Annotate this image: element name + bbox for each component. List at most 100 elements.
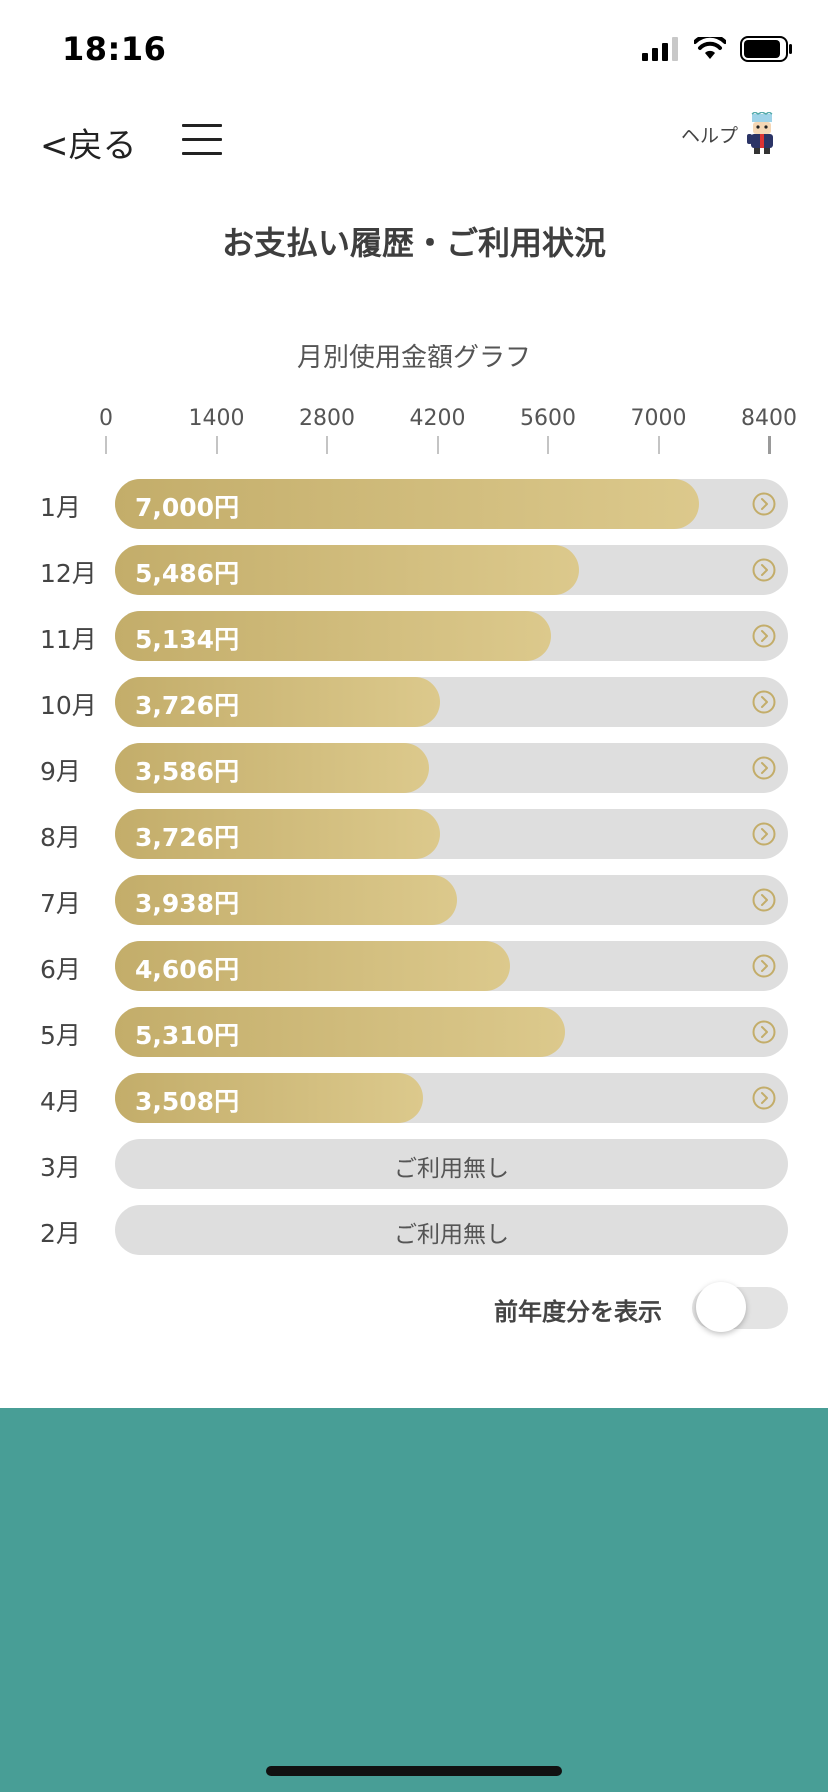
usage-bar [115,875,457,925]
chevron-right-icon [752,624,776,648]
usage-bar [115,479,699,529]
usage-bar [115,611,552,661]
usage-bar [115,1007,566,1057]
chart-title: 月別使用金額グラフ [296,343,531,373]
usage-bar-track[interactable]: 7,000円 [115,479,788,529]
status-bar: 18:16 [0,0,828,100]
bar-value-label: 5,486円 [135,559,240,588]
status-icons [642,36,794,62]
bar-value-label: 3,508円 [135,1087,240,1116]
axis-tick [436,436,439,454]
usage-bar-track[interactable]: 3,938円 [115,875,788,925]
month-label: 8月 [40,823,81,852]
month-label: 3月 [40,1153,81,1182]
usage-bar-track: ご利用無し [115,1205,788,1255]
month-row: 12月 5,486円 [0,545,828,595]
home-indicator [266,1766,562,1776]
axis-tick [105,436,107,454]
usage-bar [115,941,510,991]
axis-tick [768,436,771,454]
usage-bar-track[interactable]: 3,726円 [115,677,788,727]
previous-year-toggle[interactable] [692,1282,788,1332]
axis-tick [215,436,218,454]
axis-tick-label: 2800 [299,406,355,431]
bar-value-label: 7,000円 [135,493,240,522]
axis-tick-label: 8400 [741,406,797,431]
help-label: ヘルプ [680,124,738,147]
bar-value-label: 3,726円 [135,823,240,852]
help-link[interactable]: ヘルプ [681,112,780,156]
usage-bar-track[interactable]: 3,586円 [115,743,788,793]
month-row: 7月 3,938円 [0,875,828,925]
axis-tick-label: 1400 [188,406,245,431]
chevron-right-icon [752,756,776,780]
status-time: 18:16 [62,30,167,68]
month-row: 11月 5,134円 [0,611,828,661]
wifi-icon [694,37,726,59]
month-label: 4月 [40,1087,81,1116]
axis-tick [657,436,660,454]
month-row: 4月 3,508円 [0,1073,828,1123]
bar-value-label: 4,606円 [135,955,240,984]
toggle-knob [696,1282,746,1332]
month-row: 1月 7,000円 [0,479,828,529]
axis-tick [547,436,549,454]
menu-icon [182,124,222,127]
usage-bar-track[interactable]: 4,606円 [115,941,788,991]
month-label: 10月 [40,691,97,720]
usage-bar-track: ご利用無し [115,1139,788,1189]
mascot-icon [747,112,773,154]
month-label: 7月 [40,889,81,918]
month-row: 6月 4,606円 [0,941,828,991]
chevron-right-icon [752,690,776,714]
bar-value-label: 5,134円 [135,625,240,654]
usage-bar [115,809,441,859]
toggle-label: 前年度分を表示 [494,1298,662,1326]
signal-icon [642,37,678,61]
bar-value-label: 3,726円 [135,691,240,720]
usage-bar-track[interactable]: 3,726円 [115,809,788,859]
month-label: 9月 [40,757,81,786]
month-label: 6月 [40,955,81,984]
usage-bar-track[interactable]: 5,486円 [115,545,788,595]
axis-tick [326,436,328,454]
chevron-right-icon [752,822,776,846]
footer-area [0,1408,828,1792]
month-row: 10月 3,726円 [0,677,828,727]
month-row: 8月 3,726円 [0,809,828,859]
usage-bar-track[interactable]: 3,508円 [115,1073,788,1123]
bar-value-label: 3,938円 [135,889,240,918]
month-row: 2月 ご利用無し [0,1205,828,1255]
menu-button[interactable] [182,124,222,156]
axis-tick-label: 4200 [409,406,466,431]
page-title: お支払い履歴・ご利用状況 [221,224,606,262]
no-usage-label: ご利用無し [394,1222,509,1248]
nav-bar: <戻る ヘルプ [0,100,828,180]
chevron-right-icon [752,888,776,912]
battery-icon [740,36,792,62]
chevron-right-icon [752,954,776,978]
back-button[interactable]: <戻る [40,118,137,167]
axis-tick-label: 7000 [630,406,687,431]
month-label: 1月 [40,493,81,522]
bar-value-label: 3,586円 [135,757,240,786]
usage-bar-track[interactable]: 5,310円 [115,1007,788,1057]
usage-bar-track[interactable]: 5,134円 [115,611,788,661]
axis-tick-label: 0 [99,406,113,431]
chevron-right-icon [752,1086,776,1110]
month-row: 3月 ご利用無し [0,1139,828,1189]
no-usage-label: ご利用無し [394,1156,509,1182]
month-label: 11月 [40,625,97,654]
axis-tick-label: 5600 [520,406,576,431]
month-label: 5月 [40,1021,81,1050]
chevron-right-icon [752,1020,776,1044]
chevron-right-icon [752,492,776,516]
month-row: 5月 5,310円 [0,1007,828,1057]
bar-value-label: 5,310円 [135,1021,240,1050]
chevron-right-icon [752,558,776,582]
month-label: 2月 [40,1219,81,1248]
usage-bar [115,677,441,727]
usage-bar [115,545,579,595]
usage-bar [115,743,430,793]
month-row: 9月 3,586円 [0,743,828,793]
